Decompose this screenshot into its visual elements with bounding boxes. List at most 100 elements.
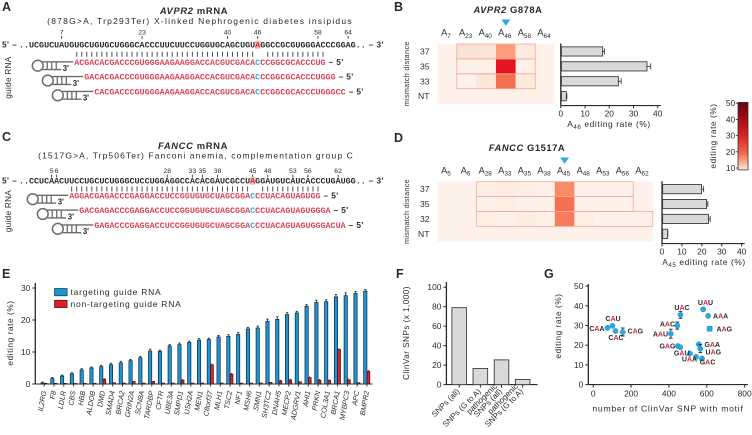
svg-text:3': 3': [68, 212, 74, 221]
svg-text:BMPR2: BMPR2: [358, 390, 371, 416]
svg-text:CAC: CAC: [608, 335, 623, 342]
svg-text:5: 5: [50, 168, 54, 175]
svg-text:GAC: GAC: [700, 360, 716, 367]
svg-text:mismatch distance: mismatch distance: [402, 41, 411, 106]
svg-text:guide RNA: guide RNA: [4, 56, 13, 99]
svg-text:35: 35: [199, 168, 207, 175]
svg-text:38: 38: [214, 168, 222, 175]
svg-text:(878G>A, Trp293Ter) X-linked N: (878G>A, Trp293Ter) X-linked Nephrogenic…: [47, 16, 353, 26]
svg-text:A5: A5: [441, 165, 451, 177]
svg-text:DMD: DMD: [95, 390, 107, 408]
svg-text:GAA: GAA: [705, 342, 721, 349]
svg-text:UAA: UAA: [682, 357, 697, 364]
svg-text:40: 40: [726, 114, 736, 124]
svg-text:ACGACACGACCCGUGGGAAGAAGGACCACG: ACGACACGACCCGUGGGAAGAAGGACCACGUCGACACCCG…: [74, 58, 325, 68]
svg-text:ALDOB: ALDOB: [84, 390, 97, 417]
svg-text:0: 0: [591, 389, 596, 399]
svg-text:– 5': – 5': [349, 220, 364, 230]
svg-text:editing rate (%): editing rate (%): [554, 293, 563, 358]
svg-text:..UCGUCUAUGUGCUGUGCUGGGCACCCUU: ..UCGUCUAUGUGCUGUGCUGGGCACCCUUCUUCCUGGUG…: [19, 41, 366, 51]
svg-text:32: 32: [420, 214, 430, 224]
svg-text:30: 30: [21, 283, 31, 293]
svg-text:48: 48: [264, 168, 272, 175]
svg-text:5' –: 5' –: [2, 40, 17, 50]
svg-text:A6: A6: [461, 165, 471, 177]
svg-text:AAG: AAG: [717, 327, 733, 334]
svg-text:guide RNA: guide RNA: [4, 190, 13, 233]
svg-text:G: G: [544, 267, 554, 281]
svg-text:800: 800: [738, 389, 752, 399]
svg-text:FANCC G1517A: FANCC G1517A: [489, 142, 566, 153]
svg-text:NF1: NF1: [233, 390, 244, 405]
svg-text:CACGACCCGUGGGAAGAAGGACCACGUCGA: CACGACCCGUGGGAAGAAGGACCACGUCGACACCCGGCGC…: [94, 87, 345, 97]
svg-text:37: 37: [420, 184, 430, 194]
svg-text:0: 0: [558, 109, 563, 119]
svg-text:AHI1: AHI1: [301, 390, 313, 408]
svg-text:mismatch distance: mismatch distance: [402, 179, 411, 244]
svg-text:HBB: HBB: [76, 390, 87, 406]
svg-text:AVPR2 mRNA: AVPR2 mRNA: [159, 5, 228, 16]
svg-text:– 5': – 5': [339, 72, 354, 82]
svg-text:F: F: [396, 267, 404, 281]
svg-text:40: 40: [432, 341, 442, 351]
svg-text:0: 0: [437, 380, 442, 390]
svg-text:30: 30: [574, 321, 584, 331]
svg-text:AGGACGAGACCCGAGGACCUCCGGUGUGCU: AGGACGAGACCCGAGGACCUCCGGUGUGCUAGCGGACCCU…: [69, 191, 320, 201]
svg-text:200: 200: [624, 389, 638, 399]
svg-text:number of ClinVar SNP with mot: number of ClinVar SNP with motif: [592, 403, 743, 413]
svg-text:BRCA2: BRCA2: [113, 390, 126, 415]
svg-text:CFTR: CFTR: [153, 390, 165, 410]
svg-text:C: C: [2, 130, 11, 144]
svg-text:..CCUCAACUUCCUGCUCUGGGCUCCUGGA: ..CCUCAACUUCCUGCUCUGGGCUCCUGGAGGCCACACGA…: [19, 177, 366, 187]
svg-text:80: 80: [432, 302, 442, 312]
svg-text:0: 0: [579, 380, 584, 390]
svg-text:28: 28: [163, 168, 171, 175]
svg-text:10: 10: [574, 360, 584, 370]
svg-text:40: 40: [224, 30, 232, 37]
svg-text:MLH1: MLH1: [212, 390, 224, 410]
svg-text:30: 30: [629, 109, 639, 119]
svg-text:NT: NT: [418, 229, 430, 239]
svg-text:USH2A: USH2A: [182, 390, 195, 415]
svg-text:20: 20: [605, 109, 615, 119]
svg-text:100: 100: [427, 282, 441, 292]
svg-text:62: 62: [334, 168, 342, 175]
svg-text:3': 3': [83, 94, 89, 103]
svg-text:400: 400: [662, 389, 676, 399]
svg-text:600: 600: [700, 389, 714, 399]
svg-text:TSC2: TSC2: [222, 390, 234, 410]
svg-text:56: 56: [304, 168, 312, 175]
svg-text:– 5': – 5': [334, 205, 349, 215]
svg-text:3': 3': [73, 79, 79, 88]
svg-text:7: 7: [60, 30, 64, 37]
svg-text:MEN1: MEN1: [192, 390, 204, 411]
svg-text:33: 33: [420, 76, 430, 86]
svg-text:– 3': – 3': [369, 40, 384, 50]
svg-text:UAU: UAU: [698, 300, 713, 307]
svg-text:UBE3A: UBE3A: [162, 390, 175, 415]
svg-text:SMAD4: SMAD4: [104, 390, 117, 416]
svg-text:20: 20: [432, 360, 442, 370]
svg-text:20: 20: [697, 247, 707, 257]
svg-text:F8: F8: [48, 390, 58, 400]
svg-text:0: 0: [26, 379, 31, 389]
svg-text:46: 46: [254, 30, 262, 37]
svg-text:AVPR2 G878A: AVPR2 G878A: [472, 4, 542, 15]
svg-text:APC: APC: [350, 389, 362, 407]
svg-text:AAU: AAU: [653, 332, 668, 339]
svg-text:targeting guide RNA: targeting guide RNA: [71, 287, 162, 297]
svg-text:40: 40: [737, 247, 747, 257]
svg-text:MSH6: MSH6: [241, 390, 253, 411]
svg-text:SMN1: SMN1: [251, 390, 263, 411]
svg-text:GAU: GAU: [674, 351, 690, 358]
svg-text:50: 50: [726, 98, 736, 108]
svg-text:10: 10: [677, 247, 687, 257]
svg-text:– 5': – 5': [324, 190, 339, 200]
svg-text:– 5': – 5': [349, 86, 364, 96]
svg-text:23: 23: [138, 30, 146, 37]
svg-text:20: 20: [726, 147, 736, 157]
svg-text:10: 10: [726, 163, 736, 173]
svg-text:40: 40: [574, 301, 584, 311]
svg-text:A46 editing rate (%): A46 editing rate (%): [567, 119, 651, 131]
svg-text:33: 33: [189, 168, 197, 175]
